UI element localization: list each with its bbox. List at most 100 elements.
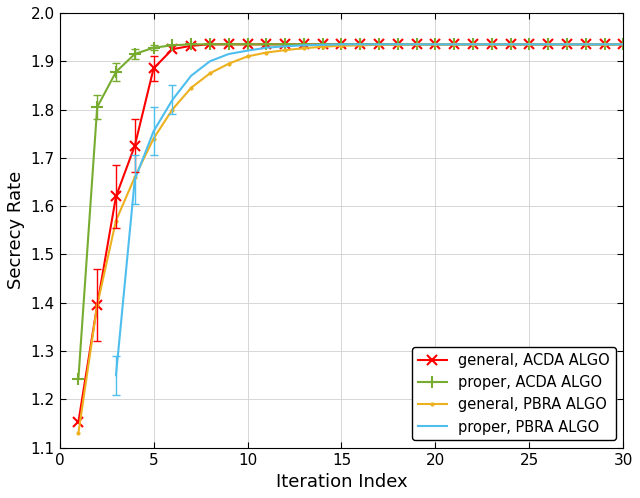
general, PBRA ALGO [262,50,270,56]
proper, PBRA ALGO [545,41,552,47]
proper, PBRA ALGO [563,41,571,47]
general, PBRA ALGO [563,41,571,47]
general, PBRA ALGO [206,70,214,76]
proper, PBRA ALGO [375,41,383,47]
proper, PBRA ALGO [206,58,214,64]
proper, PBRA ALGO [150,128,157,134]
general, PBRA ALGO [525,41,533,47]
Legend: general, ACDA ALGO, proper, ACDA ALGO, general, PBRA ALGO, proper, PBRA ALGO: general, ACDA ALGO, proper, ACDA ALGO, g… [412,347,616,440]
proper, PBRA ALGO [112,372,120,378]
general, PBRA ALGO [413,41,420,47]
proper, ACDA ALGO [563,41,571,47]
general, PBRA ALGO [582,41,589,47]
Line: proper, ACDA ALGO: proper, ACDA ALGO [73,39,629,384]
proper, ACDA ALGO [488,41,495,47]
proper, PBRA ALGO [225,51,232,57]
proper, PBRA ALGO [281,43,289,49]
general, ACDA ALGO [469,41,477,47]
general, PBRA ALGO [319,44,326,50]
proper, PBRA ALGO [451,41,458,47]
proper, PBRA ALGO [431,41,439,47]
general, ACDA ALGO [112,194,120,200]
general, ACDA ALGO [262,41,270,47]
general, ACDA ALGO [300,41,308,47]
proper, PBRA ALGO [244,48,252,54]
general, PBRA ALGO [469,41,477,47]
proper, ACDA ALGO [375,41,383,47]
proper, ACDA ALGO [469,41,477,47]
general, ACDA ALGO [394,41,402,47]
X-axis label: Iteration Index: Iteration Index [276,473,407,491]
general, PBRA ALGO [168,107,176,113]
proper, ACDA ALGO [281,41,289,47]
general, PBRA ALGO [601,41,609,47]
proper, PBRA ALGO [620,41,627,47]
proper, ACDA ALGO [545,41,552,47]
general, PBRA ALGO [394,42,402,48]
general, ACDA ALGO [281,41,289,47]
general, ACDA ALGO [431,41,439,47]
Line: proper, PBRA ALGO: proper, PBRA ALGO [116,44,623,375]
general, ACDA ALGO [451,41,458,47]
proper, ACDA ALGO [93,104,101,110]
proper, PBRA ALGO [300,42,308,48]
general, ACDA ALGO [75,419,83,425]
general, PBRA ALGO [75,430,83,436]
general, ACDA ALGO [206,41,214,47]
proper, ACDA ALGO [150,45,157,51]
general, PBRA ALGO [620,41,627,47]
Line: general, PBRA ALGO: general, PBRA ALGO [76,41,626,436]
proper, PBRA ALGO [525,41,533,47]
proper, PBRA ALGO [188,73,195,79]
general, ACDA ALGO [93,302,101,308]
proper, ACDA ALGO [188,41,195,47]
general, PBRA ALGO [131,174,139,180]
proper, PBRA ALGO [601,41,609,47]
proper, ACDA ALGO [168,42,176,48]
proper, ACDA ALGO [394,41,402,47]
general, ACDA ALGO [244,41,252,47]
general, PBRA ALGO [507,41,515,47]
proper, PBRA ALGO [168,97,176,103]
proper, ACDA ALGO [451,41,458,47]
general, PBRA ALGO [112,218,120,224]
general, PBRA ALGO [93,302,101,308]
proper, ACDA ALGO [244,41,252,47]
Y-axis label: Secrecy Rate: Secrecy Rate [7,171,25,289]
general, PBRA ALGO [356,42,364,48]
proper, ACDA ALGO [300,41,308,47]
proper, ACDA ALGO [319,41,326,47]
general, PBRA ALGO [488,41,495,47]
proper, ACDA ALGO [112,69,120,75]
proper, ACDA ALGO [507,41,515,47]
general, ACDA ALGO [131,143,139,149]
general, ACDA ALGO [150,66,157,72]
proper, PBRA ALGO [469,41,477,47]
proper, PBRA ALGO [413,41,420,47]
proper, PBRA ALGO [394,41,402,47]
general, ACDA ALGO [582,41,589,47]
general, ACDA ALGO [620,41,627,47]
general, ACDA ALGO [488,41,495,47]
general, ACDA ALGO [356,41,364,47]
general, PBRA ALGO [281,47,289,53]
general, ACDA ALGO [375,41,383,47]
proper, ACDA ALGO [431,41,439,47]
proper, ACDA ALGO [262,41,270,47]
proper, PBRA ALGO [582,41,589,47]
general, PBRA ALGO [431,41,439,47]
general, ACDA ALGO [545,41,552,47]
proper, ACDA ALGO [356,41,364,47]
proper, PBRA ALGO [319,42,326,48]
proper, ACDA ALGO [338,41,346,47]
general, ACDA ALGO [525,41,533,47]
proper, ACDA ALGO [601,41,609,47]
proper, ACDA ALGO [225,41,232,47]
general, ACDA ALGO [338,41,346,47]
general, ACDA ALGO [601,41,609,47]
general, PBRA ALGO [545,41,552,47]
proper, ACDA ALGO [525,41,533,47]
proper, ACDA ALGO [413,41,420,47]
proper, ACDA ALGO [131,51,139,57]
proper, PBRA ALGO [262,45,270,51]
